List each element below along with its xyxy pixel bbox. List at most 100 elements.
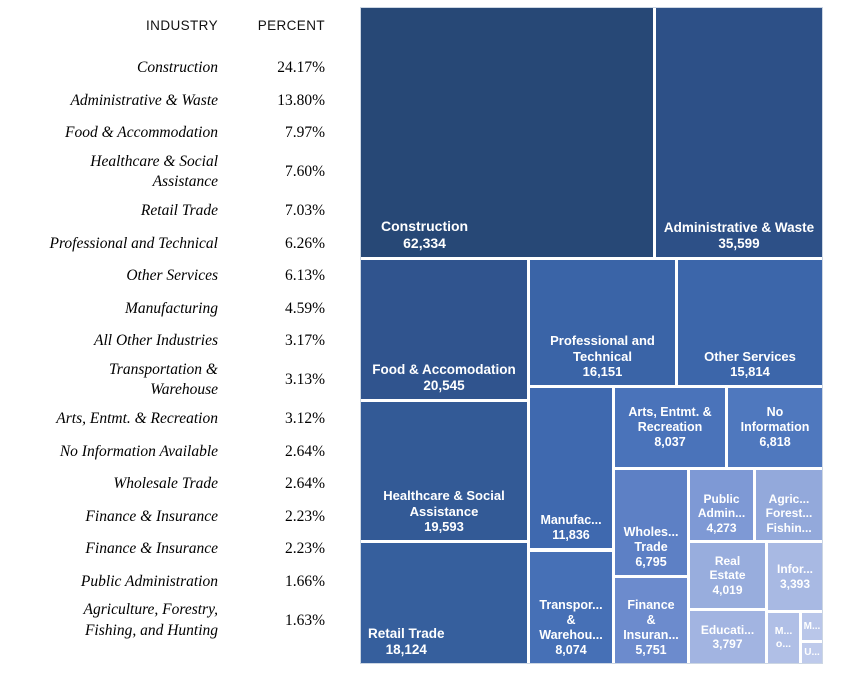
treemap-cell-label: Transpor... & Warehou... 8,074 xyxy=(539,598,603,657)
table-row: Arts, Entmt. & Recreation 3.12% xyxy=(0,403,330,436)
industry-table-rows: Construction 24.17% Administrative & Waste… xyxy=(0,52,330,644)
industry-percent: 6.13% xyxy=(284,267,325,285)
industry-name: Transportation & Warehouse xyxy=(109,360,218,399)
table-row: Agriculture, Forestry, Fishing, and Hunt… xyxy=(0,598,330,644)
industry-name: Arts, Entmt. & Recreation xyxy=(56,410,218,428)
treemap-cell-label: M... xyxy=(803,620,821,632)
industry-percent: 6.26% xyxy=(284,234,325,252)
treemap-cell-food-accomodation: Food & Accomodation 20,545 xyxy=(361,260,527,399)
table-row: Construction 24.17% xyxy=(0,52,330,85)
industry-percent: 2.23% xyxy=(284,507,325,525)
treemap-cell-label: Healthcare & Social Assistance 19,593 xyxy=(383,488,505,535)
industry-name: Public Administration xyxy=(80,572,218,590)
treemap: Construction 62,334 Administrative & Wast… xyxy=(360,7,823,664)
percent-column-header: PERCENT xyxy=(257,18,325,33)
treemap-cell-label: U... xyxy=(804,647,820,658)
industry-name: Retail Trade xyxy=(140,202,218,220)
industry-percent: 1.63% xyxy=(284,611,325,629)
table-row: Public Administration 1.66% xyxy=(0,566,330,599)
treemap-cell-utilities: U... xyxy=(802,643,822,663)
industry-percent: 2.64% xyxy=(284,475,325,493)
industry-name: Healthcare & Social Assistance xyxy=(90,152,218,191)
table-row: All Other Industries 3.17% xyxy=(0,325,330,358)
industry-percent-table: INDUSTRY PERCENT Construction 24.17% Admin… xyxy=(0,18,330,644)
industry-name: Manufacturing xyxy=(125,299,218,317)
industry-name: Food & Accommodation xyxy=(65,124,218,142)
table-row: Administrative & Waste 13.80% xyxy=(0,85,330,118)
industry-name: Finance & Insurance xyxy=(85,507,218,525)
industry-name: Professional and Technical xyxy=(49,234,219,252)
table-row: Food & Accommodation 7.97% xyxy=(0,117,330,150)
table-row: No Information Available 2.64% xyxy=(0,436,330,469)
treemap-cell-label: No Information 6,818 xyxy=(740,405,810,449)
treemap-cell-label: Finance & Insuran... 5,751 xyxy=(623,598,679,657)
table-row: Finance & Insurance 2.23% xyxy=(0,533,330,566)
treemap-cell-education: Educati... 3,797 xyxy=(690,611,765,663)
table-row: Wholesale Trade 2.64% xyxy=(0,468,330,501)
treemap-cell-label: Public Admin... 4,273 xyxy=(697,491,746,535)
industry-percent: 1.66% xyxy=(284,572,325,590)
table-row: Transportation & Warehouse 3.13% xyxy=(0,358,330,404)
treemap-cell-label: Infor... 3,393 xyxy=(777,562,813,591)
industry-column-header: INDUSTRY xyxy=(146,18,218,33)
treemap-cell-label: M... o... xyxy=(774,625,793,650)
industry-name: Finance & Insurance xyxy=(85,540,218,558)
industry-percent: 2.23% xyxy=(284,540,325,558)
treemap-cell-arts-entmt-recreation: Arts, Entmt. & Recreation 8,037 xyxy=(615,388,725,467)
treemap-cell-retail-trade: Retail Trade 18,124 xyxy=(361,543,527,663)
treemap-cell-label: Administrative & Waste 35,599 xyxy=(663,219,815,251)
treemap-cell-professional-technical: Professional and Technical 16,151 xyxy=(530,260,675,385)
treemap-cell-label: Food & Accomodation 20,545 xyxy=(372,361,516,393)
treemap-cell-label: Arts, Entmt. & Recreation 8,037 xyxy=(628,405,712,449)
industry-name: Agriculture, Forestry, Fishing, and Hunt… xyxy=(83,601,218,639)
table-row: Healthcare & Social Assistance 7.60% xyxy=(0,150,330,196)
treemap-cell-transportation-warehouse: Transpor... & Warehou... 8,074 xyxy=(530,552,612,663)
industry-name: Administrative & Waste xyxy=(70,91,218,109)
industry-percent: 4.59% xyxy=(284,299,325,317)
industry-percent: 24.17% xyxy=(277,59,325,77)
treemap-cell-mining-oil: M... o... xyxy=(768,613,799,663)
industry-name: Construction xyxy=(137,59,218,77)
industry-name: No Information Available xyxy=(59,442,218,460)
industry-percent: 7.03% xyxy=(284,202,325,220)
treemap-cell-administrative-waste: Administrative & Waste 35,599 xyxy=(656,8,822,257)
treemap-cell-label: Retail Trade 18,124 xyxy=(368,625,445,657)
industry-name: Other Services xyxy=(126,267,218,285)
treemap-cell-public-administration: Public Admin... 4,273 xyxy=(690,470,753,540)
treemap-cell-agriculture-forestry-fishing: Agric... Forest... Fishin... xyxy=(756,470,822,540)
treemap-cell-label: Manufac... 11,836 xyxy=(540,513,602,542)
treemap-cell-label: Professional and Technical 16,151 xyxy=(550,333,655,380)
table-header-row: INDUSTRY PERCENT xyxy=(0,18,330,33)
treemap-cell-label: Educati... 3,797 xyxy=(700,622,755,651)
table-row: Manufacturing 4.59% xyxy=(0,293,330,326)
treemap-cell-other-services: Other Services 15,814 xyxy=(678,260,822,385)
treemap-cell-management: M... xyxy=(802,613,822,640)
treemap-cell-label: Construction 62,334 xyxy=(381,218,469,252)
treemap-cell-healthcare-social-assistance: Healthcare & Social Assistance 19,593 xyxy=(361,402,527,540)
treemap-cell-label: Real Estate 4,019 xyxy=(709,553,746,597)
treemap-cell-real-estate: Real Estate 4,019 xyxy=(690,543,765,608)
treemap-cell-information: Infor... 3,393 xyxy=(768,543,822,610)
treemap-cell-construction: Construction 62,334 xyxy=(361,8,653,257)
treemap-cell-manufacturing: Manufac... 11,836 xyxy=(530,388,612,548)
table-row: Finance & Insurance 2.23% xyxy=(0,501,330,534)
industry-percent: 3.12% xyxy=(284,410,325,428)
industry-name: All Other Industries xyxy=(94,332,218,350)
table-row: Retail Trade 7.03% xyxy=(0,195,330,228)
treemap-cell-label: Agric... Forest... Fishin... xyxy=(765,491,813,535)
industry-percent: 2.64% xyxy=(284,442,325,460)
treemap-cell-label: Wholes... Trade 6,795 xyxy=(623,525,679,569)
industry-percent: 7.60% xyxy=(284,163,325,181)
treemap-cell-label: Other Services 15,814 xyxy=(704,348,796,380)
table-row: Professional and Technical 6.26% xyxy=(0,228,330,261)
treemap-cell-wholesale-trade: Wholes... Trade 6,795 xyxy=(615,470,687,575)
industry-percent: 3.17% xyxy=(284,332,325,350)
treemap-cell-no-information: No Information 6,818 xyxy=(728,388,822,467)
industry-percent: 7.97% xyxy=(284,124,325,142)
table-row: Other Services 6.13% xyxy=(0,260,330,293)
treemap-cell-finance-insurance: Finance & Insuran... 5,751 xyxy=(615,578,687,663)
industry-percent: 13.80% xyxy=(277,91,325,109)
industry-name: Wholesale Trade xyxy=(113,475,218,493)
industry-percent: 3.13% xyxy=(284,371,325,389)
